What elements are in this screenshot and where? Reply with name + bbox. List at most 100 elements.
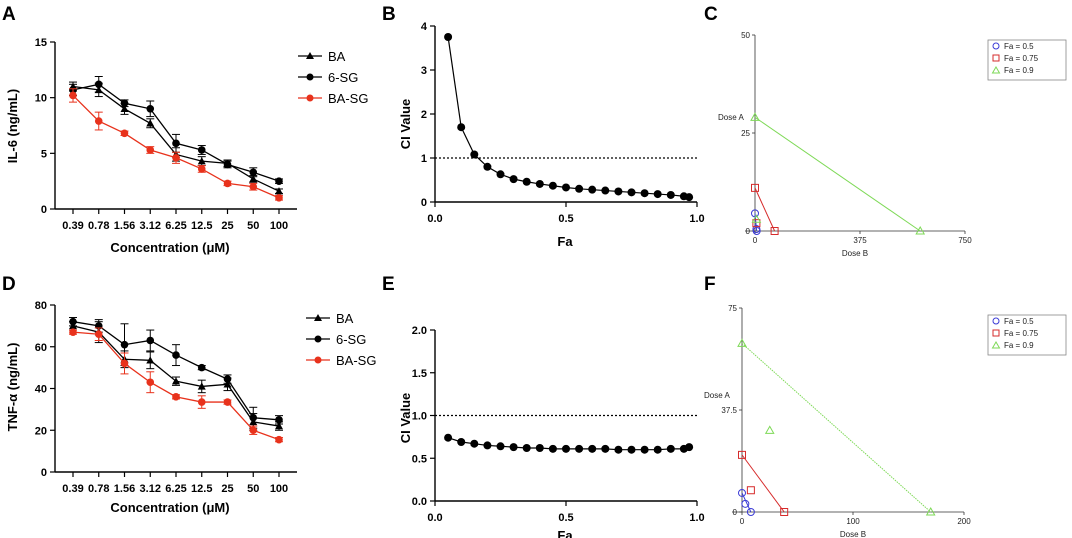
panel-d-point-ba-sg [249, 426, 258, 435]
panel-c-isobole-line-fa075 [754, 187, 776, 232]
panel-e-ci-point [640, 445, 649, 454]
panel-d-ytick-label: 60 [35, 342, 47, 354]
panel-c-isobole-endpoint-fa09 [750, 112, 760, 121]
panel-e-xlabel: Fa [557, 528, 573, 538]
panel-b-ci-point [685, 193, 694, 202]
panel-a-point-6-sg [172, 139, 180, 148]
panel-a-legend: BA 6-SG BA-SG [298, 49, 368, 106]
panel-e-ytick-label: 1.0 [412, 411, 427, 423]
panel-a-xtick-label: 100 [270, 220, 288, 232]
panel-c-xlabel: Dose B [842, 249, 868, 258]
panel-f-xlabel: Dose B [840, 530, 866, 538]
panel-f-isobole-endpoint-fa075 [780, 508, 789, 516]
panel-d-xlabel: Concentration (μM) [110, 500, 229, 515]
panel-e-ci-point [685, 443, 694, 452]
panel-f-isobole-line-fa09 [741, 342, 932, 513]
panel-b-ytick-label: 3 [421, 65, 427, 77]
panel-a-point-ba-sg [69, 91, 77, 100]
panel-d-ytick-label: 80 [35, 300, 47, 312]
panel-d-point-6-sg [146, 336, 155, 345]
panel-a-xtick-label: 0.78 [88, 220, 109, 232]
panel-a-series-line-6-sg [72, 83, 280, 182]
panel-d-point-ba-sg [120, 359, 129, 368]
panel-e-xtick-label: 0.0 [427, 512, 442, 524]
panel-c-ylabel: Dose A [718, 113, 744, 122]
panel-c-combination-point-fa05 [752, 225, 761, 234]
panel-d-legend: BA 6-SG BA-SG [306, 311, 376, 368]
panel-d-point-6-sg [172, 351, 180, 359]
panel-b-ci-point [640, 189, 649, 198]
legend-marker-basg [314, 356, 322, 364]
panel-c-combination-point-fa075 [752, 219, 761, 228]
panel-d-point-6-sg [69, 317, 77, 326]
panel-c-combination-point-fa09 [751, 214, 762, 223]
panel-a-point-ba-sg [249, 182, 258, 191]
legend-label-6sg: 6-SG [328, 70, 358, 85]
panel-e-ci-point [457, 438, 466, 447]
legend-marker-fa09 [991, 341, 1001, 349]
panel-d-point-ba-sg [275, 435, 283, 444]
panel-a-ylabel: IL-6 (ng/mL) [5, 89, 20, 163]
legend-marker-fa05 [992, 317, 1000, 325]
panel-label-f: F [704, 274, 716, 295]
panel-a-point-6-sg [94, 80, 103, 89]
panel-f-isobole-endpoint-fa075 [738, 450, 746, 459]
panel-b-ci-point [509, 175, 518, 184]
legend-label-basg: BA-SG [328, 91, 368, 106]
panel-d-xtick-label: 12.5 [191, 483, 212, 495]
panel-b-ci-line [447, 36, 690, 198]
panel-e-ci-point [496, 442, 505, 451]
panel-a-xtick-label: 1.56 [114, 220, 135, 232]
panel-a-xtick-label: 50 [247, 220, 259, 232]
panel-a-xlabel: Concentration (μM) [110, 240, 229, 255]
panel-e-ci-point [666, 444, 675, 453]
panel-e-ci-point [470, 439, 479, 448]
panel-b-ci-point [548, 181, 557, 190]
panel-d-point-ba [172, 377, 180, 385]
panel-d-point-6-sg [249, 413, 258, 422]
legend-marker-6sg [306, 73, 314, 81]
panel-e-ci-point [548, 444, 557, 453]
panel-d-point-ba-sg [223, 398, 232, 406]
panel-b-ylabel: CI Value [398, 99, 413, 150]
panel-e-xtick-label: 1.0 [689, 512, 704, 524]
panel-d-ytick-label: 0 [41, 467, 47, 479]
panel-b-ci-point [496, 170, 505, 179]
panel-c-xtick-label: 750 [958, 236, 972, 245]
panel-e-ytick-label: 2.0 [412, 325, 427, 337]
panel-b-ci-point [653, 190, 662, 199]
legend-label-fa075: Fa = 0.75 [1004, 329, 1039, 338]
legend-box [987, 39, 1067, 81]
panel-a-point-ba [120, 104, 129, 112]
panel-d-point-ba [223, 380, 232, 388]
panel-c-isobole-endpoint-fa09 [915, 225, 926, 235]
panel-d-series-line-6-sg [72, 321, 280, 421]
panel-a-point-ba-sg [94, 117, 103, 125]
panel-e-ylabel: CI Value [398, 393, 413, 444]
panel-d-point-6-sg [275, 416, 283, 424]
panel-e-ytick-label: 0.5 [412, 453, 427, 465]
panel-a-point-ba-sg [197, 165, 206, 173]
panel-c-isobole-line-fa09 [754, 116, 921, 232]
panel-a-xtick-label: 25 [221, 220, 233, 232]
panel-a-point-ba [197, 157, 206, 165]
panel-a-ytick-label: 15 [35, 37, 47, 49]
panel-label-b: B [382, 4, 396, 25]
legend-marker-ba [314, 314, 322, 321]
panel-a-point-6-sg [146, 105, 155, 113]
panel-f-ytick-label: 37.5 [721, 406, 737, 415]
panel-b-ci-point [483, 162, 492, 171]
panel-c-ytick-label: 25 [741, 129, 750, 138]
panel-f-combination-point-fa05 [741, 499, 750, 508]
panel-a-ytick-label: 0 [41, 204, 47, 216]
panel-d-point-ba-sg [146, 378, 155, 387]
panel-b-ci-point [562, 183, 570, 192]
panel-label-c: C [704, 4, 718, 25]
panel-d-point-ba-sg [172, 393, 180, 401]
panel-b-ci-point [575, 184, 584, 193]
panel-e-ci-point [627, 445, 636, 454]
legend-marker-fa075 [992, 54, 1000, 62]
panel-d-xtick-label: 0.78 [88, 483, 109, 495]
panel-f-ytick-label: 75 [728, 304, 737, 313]
